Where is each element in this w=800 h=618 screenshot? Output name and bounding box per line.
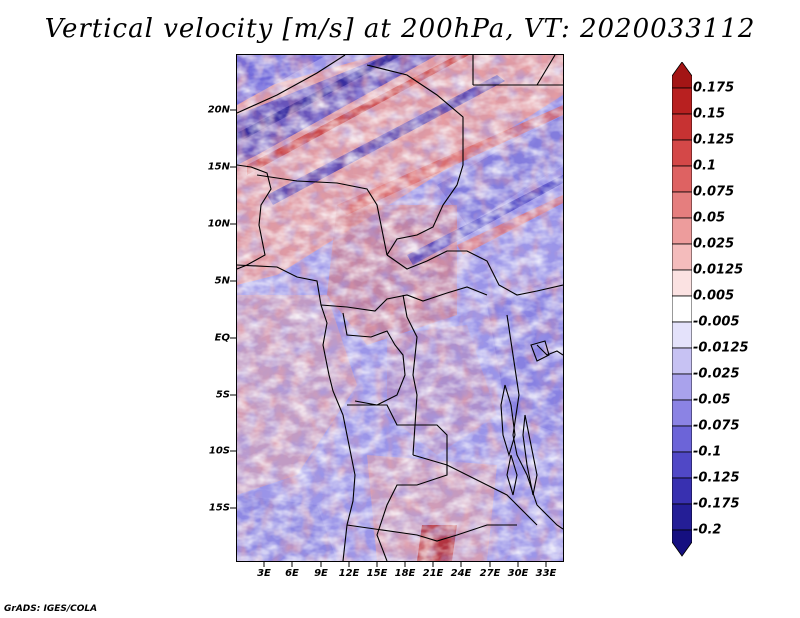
colorbar-label: -0.125 — [693, 470, 740, 486]
colorbar-label: 0.175 — [693, 80, 735, 96]
lon-label-27e: 27E — [479, 568, 501, 579]
lat-label-20n: 20N — [207, 104, 230, 116]
colorbar-bin — [672, 477, 692, 505]
lat-label-10n: 10N — [207, 218, 230, 230]
lon-label-12e: 12E — [338, 568, 360, 579]
lat-label-10s: 10S — [208, 445, 230, 457]
colorbar-bin — [672, 321, 692, 349]
colorbar-label: -0.1 — [693, 444, 722, 460]
colorbar-bin — [672, 243, 692, 271]
colorbar-label: 0.075 — [693, 184, 735, 200]
colorbar-label: 0.125 — [693, 132, 735, 148]
colorbar-label: 0.05 — [693, 210, 726, 226]
colorbar-bin — [672, 113, 692, 141]
colorbar-label: -0.2 — [693, 522, 722, 538]
colorbar-bin — [672, 62, 692, 89]
colorbar-bin — [672, 87, 692, 115]
colorbar-label: -0.025 — [693, 366, 740, 382]
map-title: Vertical velocity [m/s] at 200hPa, VT: 2… — [44, 14, 756, 44]
colorbar-label: -0.175 — [693, 496, 740, 512]
colorbar — [672, 62, 692, 557]
map-panel — [236, 54, 564, 562]
colorbar-label: 0.005 — [693, 288, 735, 304]
colorbar-bin — [672, 139, 692, 167]
lon-label-6e: 6E — [285, 568, 299, 579]
grads-credit: GrADS: IGES/COLA — [4, 604, 98, 614]
colorbar-label: 0.15 — [693, 106, 726, 122]
country-borders — [237, 55, 563, 561]
colorbar-label: 0.1 — [693, 158, 717, 174]
colorbar-bin — [672, 451, 692, 479]
lon-label-21e: 21E — [422, 568, 444, 579]
lon-label-24e: 24E — [450, 568, 472, 579]
lat-label-5s: 5S — [215, 389, 230, 401]
lon-label-9e: 9E — [314, 568, 328, 579]
lon-label-15e: 15E — [366, 568, 388, 579]
colorbar-bin — [672, 165, 692, 193]
colorbar-bin — [672, 191, 692, 219]
lon-label-30e: 30E — [507, 568, 529, 579]
lon-label-33e: 33E — [535, 568, 557, 579]
colorbar-bin — [672, 399, 692, 427]
lat-label-15s: 15S — [208, 502, 230, 514]
colorbar-bin — [672, 425, 692, 453]
colorbar-label: -0.0125 — [693, 340, 749, 356]
colorbar-bin — [672, 503, 692, 531]
colorbar-bin — [672, 373, 692, 401]
colorbar-bin — [672, 529, 692, 557]
vertical-velocity-field — [237, 55, 563, 561]
colorbar-label: 0.0125 — [693, 262, 744, 278]
colorbar-label: 0.025 — [693, 236, 735, 252]
colorbar-label: -0.05 — [693, 392, 731, 408]
colorbar-label: -0.005 — [693, 314, 740, 330]
lon-label-18e: 18E — [394, 568, 416, 579]
lon-label-3e: 3E — [257, 568, 271, 579]
colorbar-bin — [672, 269, 692, 297]
colorbar-bin — [672, 347, 692, 375]
lat-label-15n: 15N — [207, 161, 230, 173]
colorbar-bin — [672, 217, 692, 245]
colorbar-label: -0.075 — [693, 418, 740, 434]
lat-label-5n: 5N — [214, 275, 230, 287]
lat-label-eq: EQ — [214, 332, 230, 344]
colorbar-bin — [672, 295, 692, 323]
